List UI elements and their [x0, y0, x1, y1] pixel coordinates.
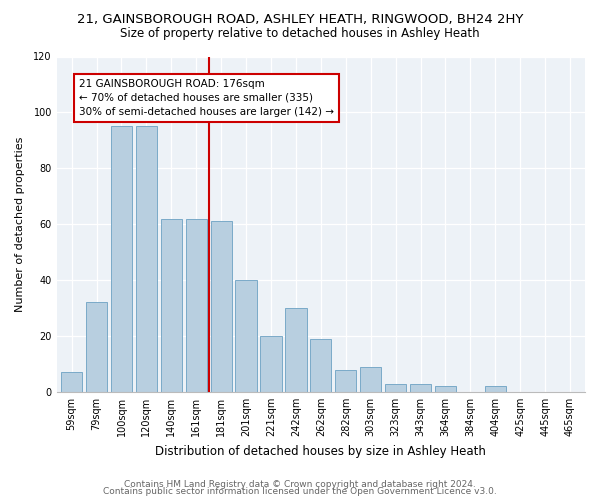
Bar — [410, 384, 431, 392]
Bar — [86, 302, 107, 392]
Bar — [111, 126, 132, 392]
Bar — [185, 218, 207, 392]
Text: Contains public sector information licensed under the Open Government Licence v3: Contains public sector information licen… — [103, 488, 497, 496]
Bar — [385, 384, 406, 392]
Bar — [435, 386, 456, 392]
Bar — [161, 218, 182, 392]
Bar — [136, 126, 157, 392]
Text: Size of property relative to detached houses in Ashley Heath: Size of property relative to detached ho… — [120, 28, 480, 40]
Bar — [235, 280, 257, 392]
Bar — [360, 367, 381, 392]
Bar — [61, 372, 82, 392]
X-axis label: Distribution of detached houses by size in Ashley Heath: Distribution of detached houses by size … — [155, 444, 486, 458]
Bar — [335, 370, 356, 392]
Text: Contains HM Land Registry data © Crown copyright and database right 2024.: Contains HM Land Registry data © Crown c… — [124, 480, 476, 489]
Y-axis label: Number of detached properties: Number of detached properties — [15, 136, 25, 312]
Bar — [485, 386, 506, 392]
Bar — [286, 308, 307, 392]
Bar — [310, 339, 331, 392]
Bar — [260, 336, 281, 392]
Text: 21 GAINSBOROUGH ROAD: 176sqm
← 70% of detached houses are smaller (335)
30% of s: 21 GAINSBOROUGH ROAD: 176sqm ← 70% of de… — [79, 79, 334, 117]
Bar — [211, 222, 232, 392]
Text: 21, GAINSBOROUGH ROAD, ASHLEY HEATH, RINGWOOD, BH24 2HY: 21, GAINSBOROUGH ROAD, ASHLEY HEATH, RIN… — [77, 12, 523, 26]
